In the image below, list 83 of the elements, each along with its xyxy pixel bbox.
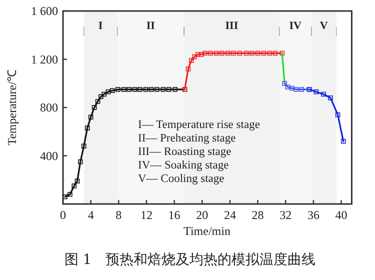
x-tick-label: 40	[335, 208, 348, 222]
x-tick-label: 32	[280, 208, 292, 222]
point	[220, 50, 224, 56]
point	[335, 112, 340, 118]
point	[72, 184, 77, 188]
point	[255, 50, 260, 56]
annotation: III— Roasting stage	[138, 146, 232, 158]
x-tick-label: 12	[140, 208, 152, 222]
point	[249, 50, 254, 56]
point	[328, 95, 333, 100]
x-tick-label: 36	[307, 208, 320, 222]
point	[81, 144, 86, 148]
point	[186, 66, 191, 72]
point	[225, 50, 230, 56]
y-tick-label: 1 600	[31, 4, 58, 18]
point	[321, 92, 326, 97]
point	[102, 92, 106, 97]
point	[267, 50, 272, 56]
point	[282, 80, 287, 86]
point	[154, 87, 160, 92]
band-label: V	[320, 20, 328, 32]
x-tick-label: 24	[224, 208, 236, 222]
point	[78, 159, 83, 164]
point	[95, 99, 100, 104]
point	[280, 50, 285, 56]
point	[68, 192, 72, 197]
point	[92, 105, 97, 110]
point	[237, 50, 242, 56]
point	[62, 194, 68, 200]
point	[166, 87, 172, 92]
point	[272, 50, 278, 56]
point	[148, 87, 154, 92]
point	[202, 50, 208, 56]
point	[121, 87, 126, 92]
point	[192, 54, 197, 60]
annotation: I— Temperature rise stage	[138, 119, 260, 131]
point	[143, 87, 148, 92]
point	[340, 138, 346, 144]
point	[88, 114, 94, 120]
x-tick-label: 20	[196, 208, 208, 222]
point	[84, 126, 90, 130]
point	[199, 52, 204, 57]
y-tick-label: 1 200	[31, 52, 58, 66]
point	[294, 87, 298, 92]
point	[74, 178, 80, 184]
x-axis-title: Time/min	[184, 224, 230, 238]
annotation: V— Cooling stage	[138, 173, 224, 185]
band-label: I	[98, 20, 103, 32]
point	[126, 87, 132, 92]
y-tick-label: 400	[40, 148, 58, 163]
point	[116, 87, 120, 92]
point	[110, 88, 115, 94]
band-label: II	[146, 20, 155, 32]
point	[231, 50, 236, 56]
line-series	[306, 87, 346, 144]
y-tick-label: 800	[40, 100, 58, 114]
point	[98, 94, 104, 100]
text: 图 1 预热和焙烧及均热的模拟温度曲线	[64, 252, 316, 268]
point	[137, 87, 142, 92]
point	[106, 89, 111, 94]
point	[261, 50, 266, 56]
band-label: III	[225, 20, 238, 32]
point	[299, 87, 304, 92]
x-tick-label: 4	[88, 208, 94, 222]
point	[196, 52, 200, 57]
point	[214, 50, 219, 56]
point	[172, 87, 178, 92]
band-label: IV	[289, 20, 302, 32]
point	[208, 50, 213, 56]
x-tick-label: 28	[252, 208, 264, 222]
x-tick-label: 16	[168, 208, 180, 222]
x-tick-label: 8	[116, 208, 122, 222]
x-tick-label: 0	[60, 208, 66, 222]
point	[132, 87, 138, 92]
y-axis-title: Temperature/℃	[5, 70, 19, 146]
annotation: II— Preheating stage	[138, 132, 236, 144]
point	[160, 87, 166, 92]
point	[285, 84, 290, 90]
point	[314, 89, 319, 94]
annotation: IV— Soaking stage	[138, 160, 229, 172]
point	[289, 86, 294, 91]
point	[244, 50, 249, 56]
point	[188, 58, 194, 63]
